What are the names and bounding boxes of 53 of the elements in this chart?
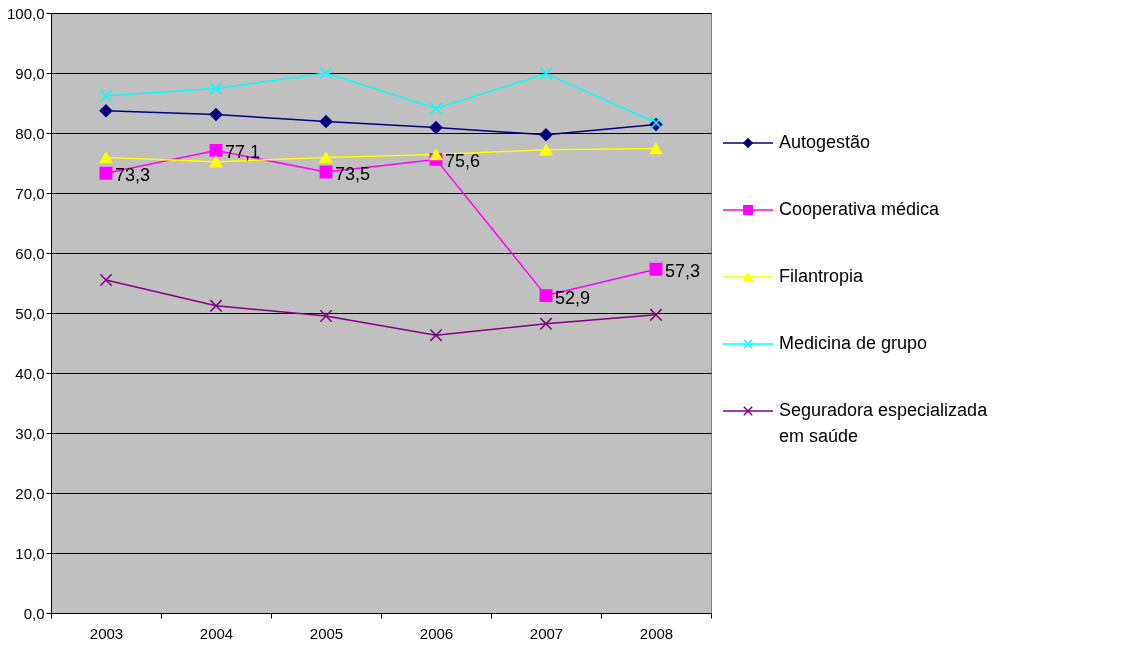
point xyxy=(319,66,333,80)
point xyxy=(429,121,443,135)
x-tick-label: 2003 xyxy=(89,624,124,642)
x-tick-label: 2008 xyxy=(639,624,674,642)
point xyxy=(99,89,113,103)
legend-label: Autogestão xyxy=(779,132,871,152)
legend-label: Seguradora especializada em saúde xyxy=(779,400,989,446)
point xyxy=(649,142,663,155)
y-tick-label: 80,0 xyxy=(15,124,45,142)
x-tick-label: 2004 xyxy=(199,624,234,642)
x-tick-label: 2005 xyxy=(309,624,344,642)
data-label: 75,6 xyxy=(445,151,481,172)
point xyxy=(209,143,223,157)
legend-label: Cooperativa médica xyxy=(779,199,941,219)
point xyxy=(209,82,223,96)
legend-label: Medicina de grupo xyxy=(779,333,928,353)
data-label: 52,9 xyxy=(555,287,591,308)
point xyxy=(209,156,223,168)
point xyxy=(99,151,113,164)
point xyxy=(649,308,663,322)
x-tick-label: 2007 xyxy=(529,624,564,642)
y-tick-label: 70,0 xyxy=(15,184,45,202)
point xyxy=(99,104,113,118)
y-tick-label: 100,0 xyxy=(6,4,45,22)
y-tick-label: 90,0 xyxy=(15,64,45,82)
legend-label: Filantropia xyxy=(779,266,865,286)
point xyxy=(319,151,333,164)
point xyxy=(209,107,223,121)
point xyxy=(429,328,443,342)
point xyxy=(539,128,553,142)
point xyxy=(539,144,553,156)
point xyxy=(539,289,553,303)
data-label: 73,5 xyxy=(335,164,371,184)
point xyxy=(649,262,663,276)
point xyxy=(99,166,113,180)
y-tick-label: 10,0 xyxy=(15,544,45,562)
point xyxy=(319,115,333,129)
y-tick-label: 0,0 xyxy=(23,604,45,622)
data-label: 57,3 xyxy=(665,261,701,282)
point xyxy=(319,309,333,323)
point xyxy=(539,67,553,81)
x-tick-label: 2006 xyxy=(419,624,454,642)
y-tick-label: 30,0 xyxy=(15,424,45,442)
data-label: 73,3 xyxy=(115,165,151,186)
point xyxy=(209,299,223,313)
point xyxy=(99,273,113,287)
y-tick-label: 20,0 xyxy=(15,484,45,502)
y-tick-label: 40,0 xyxy=(15,364,45,382)
point xyxy=(429,148,443,161)
y-tick-label: 60,0 xyxy=(15,244,45,262)
point xyxy=(429,101,443,115)
y-tick-label: 50,0 xyxy=(15,304,45,322)
point xyxy=(539,317,553,331)
